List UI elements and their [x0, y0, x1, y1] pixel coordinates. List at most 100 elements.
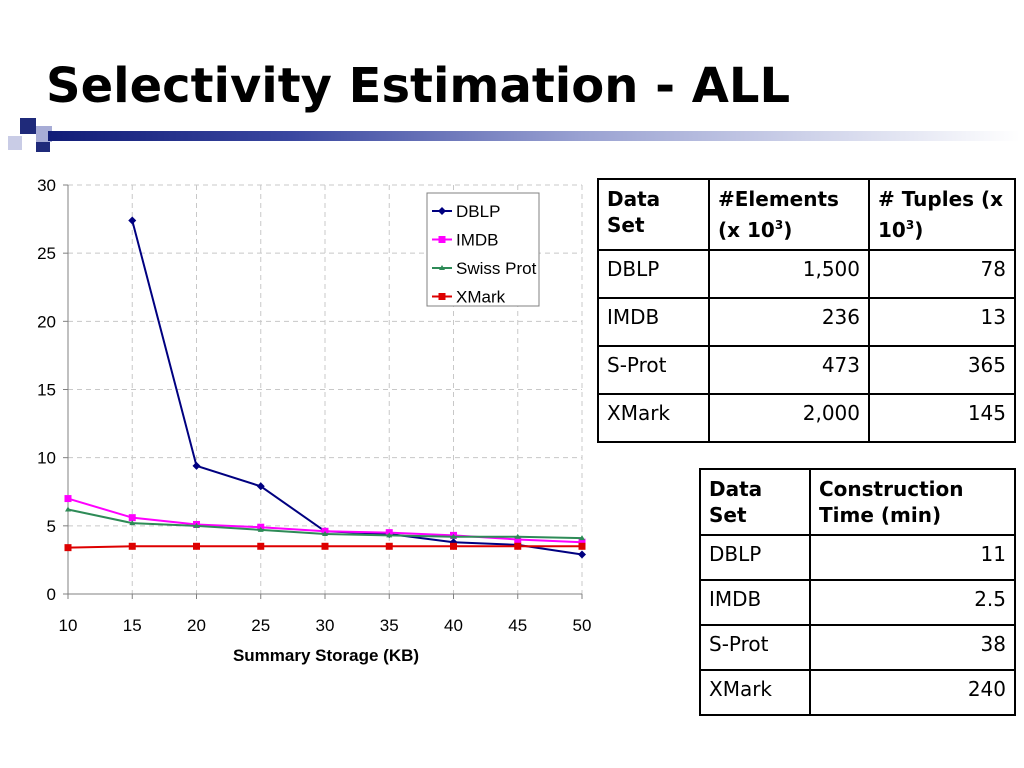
y-tick-label: 5	[47, 517, 56, 536]
cell-set: DBLP	[699, 534, 811, 581]
data-point-xmark	[385, 542, 393, 550]
chart-series	[64, 216, 586, 559]
cell-set: XMark	[699, 669, 811, 716]
data-point-xmark	[128, 542, 136, 550]
x-tick-label: 45	[508, 616, 527, 635]
x-tick-label: 50	[573, 616, 592, 635]
line-chart: 10 15 20 25 30 35 40 45 50 0 5 10 15 20 25 30 Summary S…	[37, 176, 591, 665]
legend-marker-xmark	[438, 293, 446, 300]
x-tick-label: 15	[123, 616, 142, 635]
cell-time: 38	[809, 624, 1016, 671]
data-point-xmark	[64, 544, 72, 552]
y-tick-label: 20	[37, 312, 56, 331]
cell-set: IMDB	[699, 579, 811, 626]
data-point-xmark	[514, 542, 522, 550]
data-point-swiss-prot	[129, 520, 136, 526]
table-header-row: Data Set #Elements (x 103) # Tuples (x 1…	[597, 178, 1016, 251]
header-superscript: 3	[774, 218, 784, 232]
y-tick-label: 25	[37, 244, 56, 263]
table-header-row: Data Set Construction Time (min)	[699, 468, 1016, 536]
cell-tuples: 13	[868, 297, 1016, 347]
table-row: XMark 240	[699, 669, 1016, 716]
x-tick-label: 30	[316, 616, 335, 635]
cell-set: XMark	[597, 393, 710, 443]
construction-time-table: Data Set Construction Time (min) DBLP 11…	[699, 468, 1016, 716]
chart-legend: DBLP IMDB Swiss Prot XMark	[426, 192, 540, 307]
data-point-dblp	[578, 550, 586, 559]
data-point-dblp	[256, 482, 265, 491]
legend-label-xmark: XMark	[456, 288, 506, 307]
cell-elements: 1,500	[708, 249, 870, 299]
header-text: Data Set	[607, 187, 661, 237]
data-point-swiss-prot	[579, 535, 585, 541]
cell-tuples: 145	[868, 393, 1016, 443]
data-point-swiss-prot	[65, 506, 71, 512]
table-row: S-Prot 473 365	[597, 345, 1016, 395]
header-data-set: Data Set	[699, 468, 811, 536]
header-data-set: Data Set	[597, 178, 710, 251]
table-row: DBLP 11	[699, 534, 1016, 581]
header-text: )	[914, 218, 924, 242]
data-point-imdb	[578, 538, 586, 546]
header-text: )	[783, 218, 793, 242]
slide-title: Selectivity Estimation - ALL	[46, 58, 791, 114]
data-point-dblp	[192, 461, 201, 470]
header-construction-time: Construction Time (min)	[809, 468, 1016, 536]
x-tick-label: 10	[59, 616, 78, 635]
legend-box	[426, 192, 540, 307]
x-tick-label: 25	[251, 616, 270, 635]
data-point-swiss-prot	[193, 522, 200, 528]
data-point-imdb	[64, 495, 72, 503]
data-point-xmark	[257, 542, 265, 550]
x-tick-label: 40	[444, 616, 463, 635]
x-tick-label: 20	[187, 616, 206, 635]
deco-square	[36, 142, 50, 152]
series-xmark	[64, 542, 586, 552]
cell-tuples: 78	[868, 249, 1016, 299]
cell-time: 11	[809, 534, 1016, 581]
data-point-dblp	[128, 216, 137, 225]
table-row: IMDB 2.5	[699, 579, 1016, 626]
table-row: IMDB 236 13	[597, 297, 1016, 347]
cell-elements: 236	[708, 297, 870, 347]
y-tick-label: 30	[37, 176, 56, 195]
data-point-xmark	[321, 542, 329, 550]
chart-grid	[68, 184, 583, 594]
data-point-swiss-prot	[450, 533, 457, 539]
legend-label-imdb: IMDB	[456, 231, 499, 250]
chart-axes: 10 15 20 25 30 35 40 45 50 0 5 10 15 20 25 30	[37, 176, 591, 635]
cell-tuples: 365	[868, 345, 1016, 395]
deco-square	[8, 136, 22, 150]
data-point-dblp	[449, 538, 458, 547]
dataset-size-table: Data Set #Elements (x 103) # Tuples (x 1…	[597, 178, 1016, 443]
cell-set: S-Prot	[597, 345, 710, 395]
cell-time: 2.5	[809, 579, 1016, 626]
y-tick-label: 10	[37, 449, 56, 468]
table-row: DBLP 1,500 78	[597, 249, 1016, 299]
deco-square	[20, 118, 36, 134]
cell-elements: 473	[708, 345, 870, 395]
data-point-swiss-prot	[257, 526, 264, 532]
legend-label-dblp: DBLP	[456, 202, 500, 221]
cell-time: 240	[809, 669, 1016, 716]
legend-marker-swiss-prot	[439, 265, 445, 270]
data-point-imdb	[128, 514, 136, 522]
header-superscript: 3	[905, 218, 915, 232]
header-text: #Elements (x 10	[718, 187, 839, 242]
y-tick-label: 15	[37, 381, 56, 400]
data-point-swiss-prot	[386, 532, 393, 538]
x-axis-label: Summary Storage (KB)	[233, 646, 419, 665]
data-point-swiss-prot	[322, 531, 328, 537]
x-tick-label: 35	[380, 616, 399, 635]
header-tuples: # Tuples (x 103)	[868, 178, 1016, 251]
legend-label-swiss-prot: Swiss Prot	[456, 259, 537, 278]
legend-marker-dblp	[438, 207, 446, 215]
title-underline-bar	[48, 131, 1020, 141]
cell-set: S-Prot	[699, 624, 811, 671]
data-point-imdb	[514, 535, 522, 543]
series-swiss-prot	[65, 506, 585, 541]
cell-elements: 2,000	[708, 393, 870, 443]
cell-set: DBLP	[597, 249, 710, 299]
table-row: XMark 2,000 145	[597, 393, 1016, 443]
data-point-xmark	[578, 542, 586, 550]
